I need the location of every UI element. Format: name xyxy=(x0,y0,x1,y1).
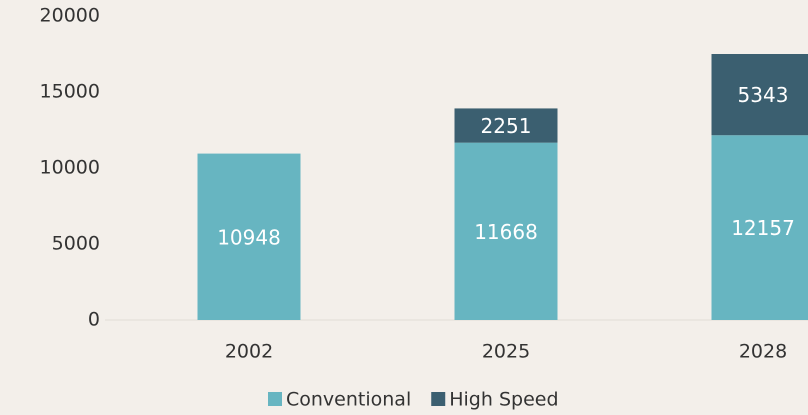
bar-segment xyxy=(454,108,558,143)
y-tick-label: 20000 xyxy=(40,5,100,27)
bar-segment xyxy=(711,54,808,136)
legend-label: High Speed xyxy=(449,389,558,411)
data-label: 5343 xyxy=(738,83,789,107)
x-tick-label: 2025 xyxy=(482,341,530,363)
data-label: 11668 xyxy=(474,220,538,244)
y-tick-label: 5000 xyxy=(52,233,100,255)
legend-swatch xyxy=(268,392,282,406)
data-label: 2251 xyxy=(481,114,532,138)
bar-segment xyxy=(454,142,558,320)
x-tick-label: 2002 xyxy=(225,341,273,363)
y-tick-label: 15000 xyxy=(40,81,100,103)
data-label: 12157 xyxy=(731,216,795,240)
y-tick-label: 0 xyxy=(88,309,100,331)
legend-swatch xyxy=(431,392,446,406)
y-tick-label: 10000 xyxy=(40,157,100,179)
data-label: 10948 xyxy=(217,225,281,249)
bar-segment xyxy=(197,153,301,320)
legend-label: Conventional xyxy=(286,389,411,411)
x-tick-label: 2028 xyxy=(739,341,787,363)
bar-segment xyxy=(711,135,808,320)
